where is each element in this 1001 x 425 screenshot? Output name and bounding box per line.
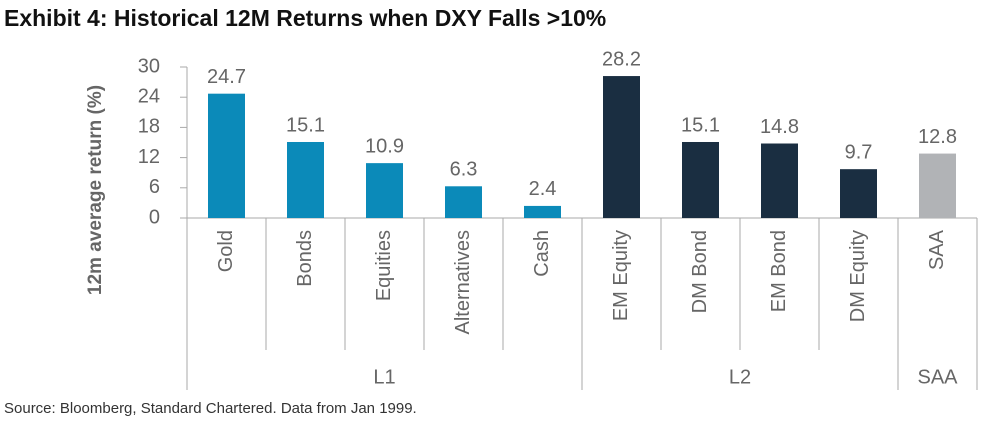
value-label: 2.4 (529, 178, 557, 200)
x-tick-label: DM Bond (689, 230, 711, 313)
value-label: 28.2 (602, 48, 641, 70)
group-label: L2 (729, 366, 751, 388)
value-label: 15.1 (681, 114, 720, 136)
bar (208, 93, 245, 218)
source-note: Source: Bloomberg, Standard Chartered. D… (4, 400, 417, 417)
value-label: 15.1 (286, 114, 325, 136)
value-label: 10.9 (365, 135, 404, 157)
x-tick-label: Alternatives (452, 230, 474, 335)
value-label: 14.8 (760, 116, 799, 138)
y-tick-label: 0 (149, 206, 160, 228)
bar (287, 141, 324, 218)
bar (524, 205, 561, 218)
y-axis-label: 12m average return (%) (85, 85, 106, 295)
bar (366, 163, 403, 218)
chart-title: Exhibit 4: Historical 12M Returns when D… (4, 5, 606, 31)
x-tick-label: EM Equity (610, 230, 632, 321)
y-tick-label: 6 (149, 176, 160, 198)
value-label: 12.8 (918, 126, 957, 148)
x-tick-label: Gold (215, 230, 237, 272)
y-tick-label: 12 (138, 146, 160, 168)
x-tick-label: Bonds (294, 230, 316, 287)
bar (840, 169, 877, 218)
value-label: 9.7 (845, 141, 873, 163)
x-tick-label: DM Equity (847, 230, 869, 322)
bar (919, 153, 956, 218)
group-label: L1 (373, 366, 395, 388)
value-label: 6.3 (450, 159, 478, 181)
bar (445, 186, 482, 218)
x-tick-label: Cash (531, 230, 553, 277)
bar (761, 143, 798, 218)
bar (682, 141, 719, 218)
x-tick-label: SAA (926, 229, 948, 270)
x-tick-label: Equities (373, 230, 395, 301)
value-label: 24.7 (207, 66, 246, 88)
bar (603, 76, 640, 218)
x-tick-label: EM Bond (768, 230, 790, 312)
y-tick-label: 24 (138, 85, 160, 107)
group-label: SAA (917, 366, 958, 388)
y-tick-label: 30 (138, 55, 160, 77)
y-tick-label: 18 (138, 116, 160, 138)
